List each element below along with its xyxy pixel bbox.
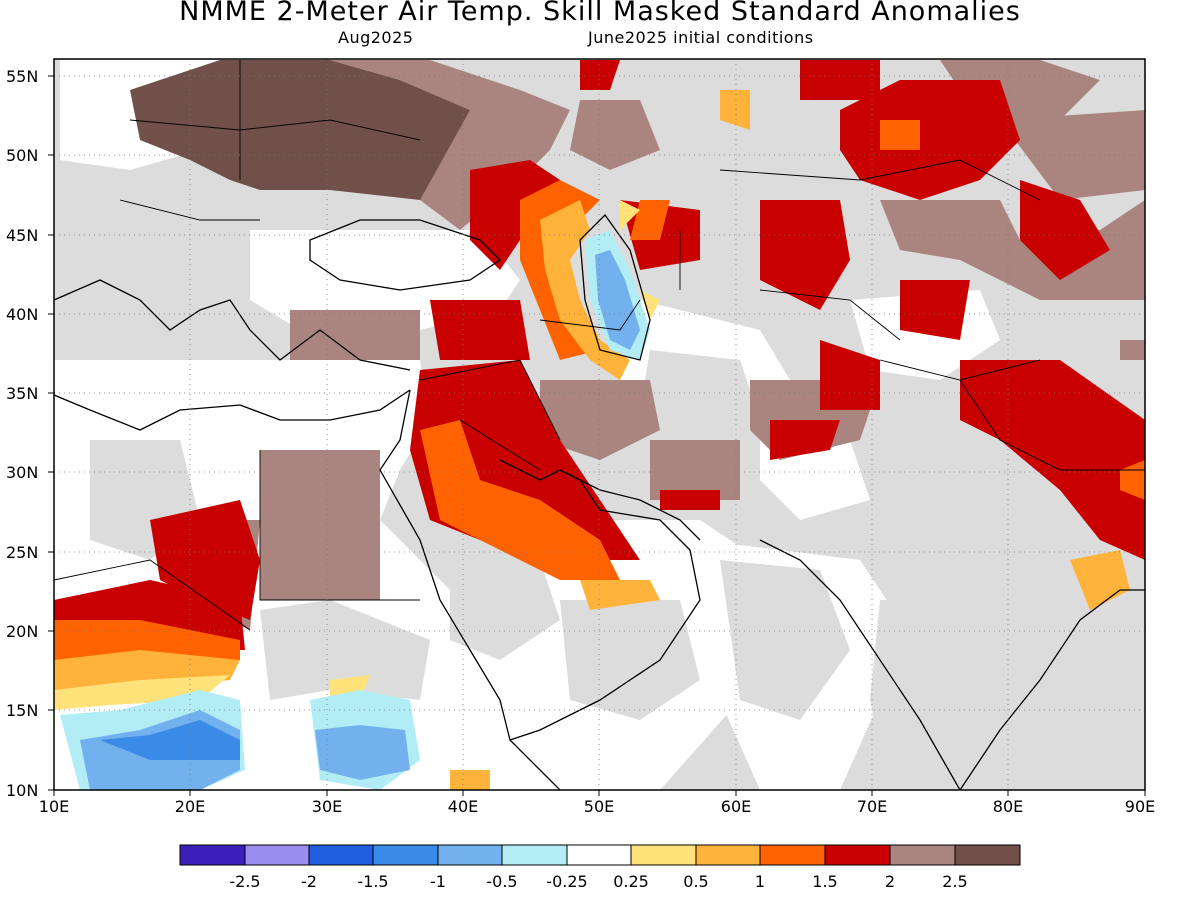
colorbar-label: -1 [430, 872, 446, 891]
colorbar-label: 0.5 [683, 872, 708, 891]
colorbar-swatch [502, 845, 567, 865]
initial-conditions: June2025 initial conditions [588, 28, 814, 47]
map-title: NMME 2-Meter Air Temp. Skill Masked Stan… [179, 0, 1021, 27]
colorbar-label: 2 [885, 872, 895, 891]
lon-label: 30E [312, 797, 342, 816]
colorbar-label: -0.5 [486, 872, 517, 891]
lat-label: 50N [6, 146, 38, 165]
lat-label: 25N [6, 543, 38, 562]
colorbar-swatch [760, 845, 825, 865]
lon-label: 10E [39, 797, 69, 816]
colorbar-swatch [373, 845, 438, 865]
lat-label: 55N [6, 67, 38, 86]
colorbar-swatch [631, 845, 696, 865]
colorbar: -2.5 -2 -1.5 -1 -0.5 -0.25 0.25 0.5 1 1.… [179, 844, 1021, 891]
colorbar-label: 1.5 [812, 872, 837, 891]
graticule [54, 59, 1145, 790]
colorbar-label: 2.5 [942, 872, 967, 891]
longitude-labels: 10E 20E 30E 40E 50E 60E 70E 80E 90E [39, 797, 1155, 816]
colorbar-swatch [438, 845, 502, 865]
colorbar-swatch [955, 845, 1020, 865]
lat-label: 20N [6, 622, 38, 641]
lon-label: 20E [175, 797, 205, 816]
forecast-month: Aug2025 [338, 28, 414, 47]
colorbar-swatch [180, 845, 245, 865]
lon-label: 40E [448, 797, 478, 816]
country-borders [54, 60, 1145, 631]
lon-label: 90E [1125, 797, 1155, 816]
colorbar-swatch [309, 845, 373, 865]
colorbar-label: -0.25 [546, 872, 587, 891]
lon-label: 80E [993, 797, 1023, 816]
colorbar-label: -2 [301, 872, 317, 891]
lat-label: 15N [6, 701, 38, 720]
coastlines [54, 213, 1145, 790]
lon-label: 70E [857, 797, 887, 816]
axis-ticks [48, 75, 1146, 796]
lon-label: 60E [721, 797, 751, 816]
lat-label: 40N [6, 305, 38, 324]
colorbar-swatch [567, 845, 631, 865]
anomaly-field [54, 59, 1145, 790]
colorbar-swatch [825, 845, 890, 865]
lat-label: 45N [6, 226, 38, 245]
colorbar-label: -2.5 [229, 872, 260, 891]
colorbar-label: 1 [755, 872, 765, 891]
lat-label: 30N [6, 463, 38, 482]
lat-label: 35N [6, 384, 38, 403]
colorbar-label: 0.25 [613, 872, 649, 891]
lat-label: 10N [6, 781, 38, 800]
colorbar-label: -1.5 [357, 872, 388, 891]
colorbar-swatch [890, 845, 955, 865]
lon-label: 50E [584, 797, 614, 816]
latitude-labels: 55N 50N 45N 40N 35N 30N 25N 20N 15N 10N [6, 67, 38, 800]
colorbar-swatch [245, 845, 309, 865]
colorbar-swatch [696, 845, 760, 865]
